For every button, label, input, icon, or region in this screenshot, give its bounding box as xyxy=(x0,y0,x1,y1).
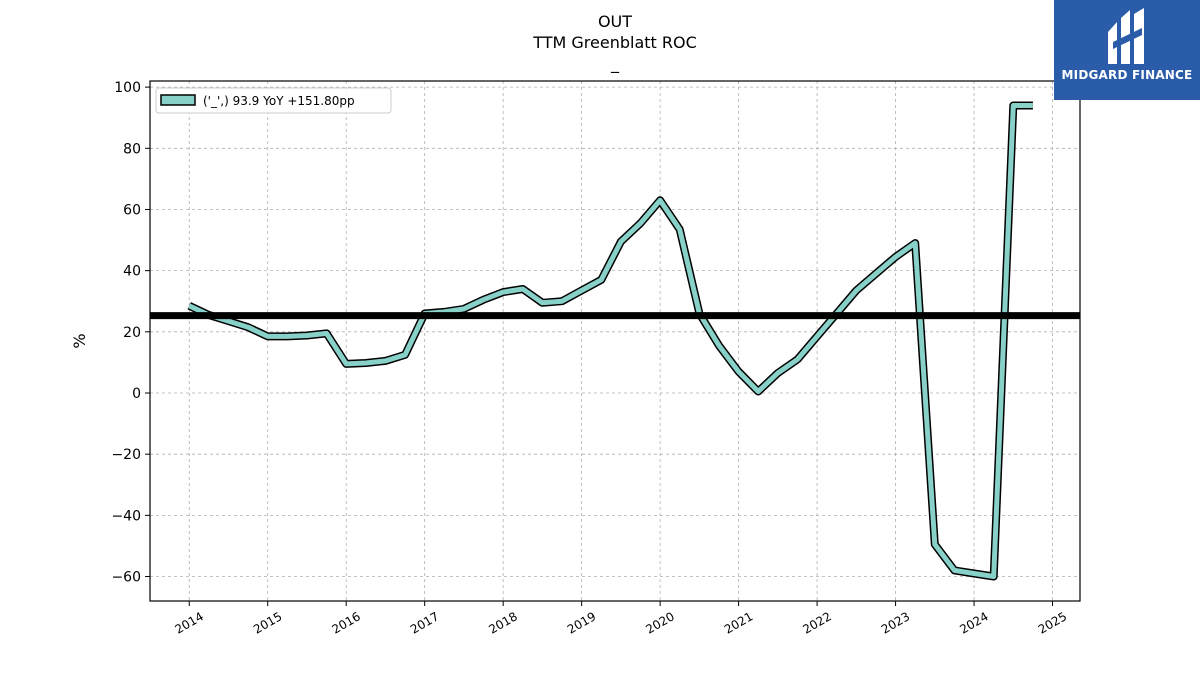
midgard-logo-icon xyxy=(1108,8,1144,64)
x-tick-label: 2023 xyxy=(879,609,912,636)
chart-subtitle-2: _ xyxy=(610,54,620,74)
y-axis-ticks: −60 −40 −20 0 20 40 60 80 100 xyxy=(111,80,150,586)
legend-swatch xyxy=(160,94,196,106)
x-tick-label: 2025 xyxy=(1036,609,1069,636)
x-axis-ticks: 2014 2015 2016 2017 2018 2019 2020 2021 2022 2023… xyxy=(173,601,1069,637)
legend-box xyxy=(155,87,392,114)
x-tick-label: 2015 xyxy=(251,609,284,636)
y-tick-label: 40 xyxy=(123,264,141,280)
y-tick-label: −40 xyxy=(111,508,141,524)
y-tick-label: 80 xyxy=(123,141,141,157)
brand-name: MIDGARD FINANCE xyxy=(1061,68,1193,82)
x-tick-label: 2018 xyxy=(486,609,519,636)
grid-lines xyxy=(150,81,1080,601)
x-tick-label: 2022 xyxy=(800,609,833,636)
x-tick-label: 2024 xyxy=(957,609,990,636)
y-axis-label: % xyxy=(70,333,89,348)
plot-area xyxy=(150,101,1080,581)
series-outline xyxy=(187,101,1033,581)
x-tick-label: 2017 xyxy=(408,609,441,636)
x-tick-label: 2016 xyxy=(329,609,362,636)
legend: ('_',) 93.9 YoY +151.80pp xyxy=(155,87,392,114)
y-tick-label: −20 xyxy=(111,447,141,463)
x-tick-label: 2021 xyxy=(722,609,755,636)
series-line xyxy=(188,103,1033,579)
x-tick-label: 2019 xyxy=(565,609,598,636)
y-tick-label: −60 xyxy=(111,570,141,586)
x-tick-label: 2014 xyxy=(173,609,206,636)
brand-logo: MIDGARD FINANCE xyxy=(1054,0,1200,100)
chart-title: OUT xyxy=(598,12,632,31)
y-tick-label: 60 xyxy=(123,202,141,218)
plot-frame xyxy=(149,80,1081,602)
y-tick-label: 20 xyxy=(123,325,141,341)
x-tick-label: 2020 xyxy=(643,609,676,636)
y-tick-label: 0 xyxy=(132,386,141,402)
chart-subtitle: TTM Greenblatt ROC xyxy=(532,33,697,52)
y-tick-label: 100 xyxy=(114,80,141,96)
legend-label: ('_',) 93.9 YoY +151.80pp xyxy=(203,94,355,108)
